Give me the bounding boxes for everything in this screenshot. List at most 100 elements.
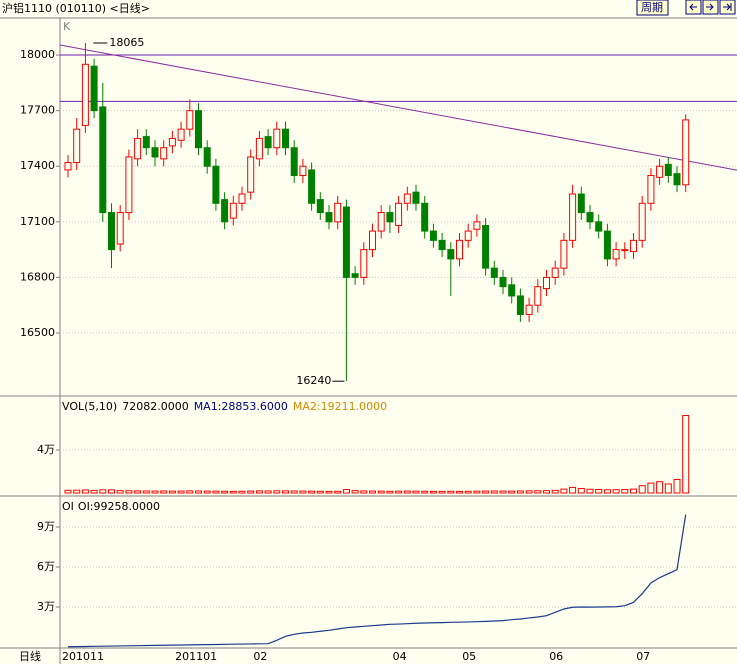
volume-bar bbox=[534, 490, 542, 494]
period-button[interactable] bbox=[636, 0, 669, 16]
volume-bar bbox=[81, 489, 89, 494]
volume-bar bbox=[482, 490, 490, 494]
x-tick-label: 06 bbox=[549, 650, 563, 663]
candle-body bbox=[482, 225, 490, 269]
volume-bar bbox=[603, 489, 611, 494]
candle-body bbox=[168, 137, 176, 147]
candle-body bbox=[429, 230, 437, 241]
y-tick-label: 18000 bbox=[20, 48, 55, 61]
panel-label: K bbox=[63, 20, 71, 33]
candle-body bbox=[221, 199, 229, 223]
volume-bar bbox=[282, 490, 289, 494]
candle-body bbox=[108, 212, 115, 251]
candle-body bbox=[490, 267, 498, 278]
nav-right-icon bbox=[706, 3, 714, 11]
volume-bar bbox=[108, 489, 115, 494]
volume-bar bbox=[325, 490, 333, 494]
volume-bar bbox=[551, 489, 559, 494]
volume-bar bbox=[508, 490, 516, 494]
candle-body bbox=[81, 63, 89, 126]
candle-body bbox=[177, 128, 185, 141]
candle-body bbox=[403, 193, 411, 204]
indicator-value: 72082.0000 bbox=[122, 400, 188, 413]
indicator-value: VOL(5,10) bbox=[62, 400, 117, 413]
volume-bar bbox=[421, 490, 429, 494]
volume-bar bbox=[664, 483, 672, 494]
volume-bar bbox=[290, 490, 298, 494]
y-tick-label: 9万 bbox=[37, 520, 55, 533]
candle-body bbox=[664, 163, 672, 177]
candle-body bbox=[238, 193, 246, 204]
volume-bar bbox=[342, 489, 350, 494]
candle-body bbox=[386, 212, 394, 223]
candle-body bbox=[342, 206, 350, 278]
candle-body bbox=[621, 249, 629, 252]
candle-body bbox=[516, 295, 524, 315]
volume-bar bbox=[195, 490, 202, 494]
volume-bar bbox=[264, 490, 272, 494]
volume-bar bbox=[134, 490, 142, 494]
nav-buttons[interactable] bbox=[685, 0, 736, 15]
volume-bar bbox=[464, 490, 472, 494]
candle-body bbox=[203, 147, 211, 167]
candle-body bbox=[673, 173, 681, 186]
header-title: 沪铝1110 (010110) <日线> bbox=[2, 1, 150, 15]
candle-body bbox=[99, 106, 107, 214]
volume-bar bbox=[638, 485, 646, 494]
candle-body bbox=[316, 199, 324, 214]
candle-body bbox=[586, 212, 594, 223]
candle-body bbox=[160, 147, 168, 160]
volume-bar bbox=[125, 490, 133, 494]
x-tick-label: 201011 bbox=[62, 650, 104, 663]
nav-end-icon bbox=[723, 3, 732, 11]
volume-bar bbox=[586, 488, 594, 494]
volume-bar bbox=[525, 490, 533, 494]
candle-body bbox=[543, 276, 550, 290]
candle-body bbox=[577, 193, 585, 214]
oi-line bbox=[67, 514, 687, 648]
candle-body bbox=[377, 212, 385, 232]
candle-body bbox=[299, 165, 307, 176]
candle-body bbox=[142, 136, 150, 149]
volume-bar bbox=[360, 490, 368, 494]
candle-body bbox=[151, 147, 159, 158]
candle-body bbox=[569, 193, 577, 241]
trendline bbox=[59, 44, 737, 171]
candle-body bbox=[508, 284, 516, 297]
volume-bar bbox=[630, 488, 637, 494]
volume-bar bbox=[316, 490, 324, 494]
candle-body bbox=[551, 267, 559, 278]
volume-bar bbox=[499, 490, 507, 494]
volume-bar bbox=[334, 490, 342, 494]
volume-bar bbox=[177, 490, 185, 494]
volume-bar bbox=[621, 489, 629, 494]
volume-bar bbox=[186, 490, 194, 494]
y-tick-label: 17700 bbox=[20, 104, 55, 117]
candle-body bbox=[534, 286, 542, 306]
y-tick-label: 17400 bbox=[20, 159, 55, 172]
period-button-label[interactable]: 周期 bbox=[641, 1, 663, 14]
volume-bar bbox=[438, 490, 446, 494]
volume-bar bbox=[569, 486, 577, 494]
candle-body bbox=[264, 136, 272, 149]
candle-body bbox=[638, 202, 646, 241]
candle-body bbox=[186, 110, 194, 130]
volume-bar bbox=[160, 490, 168, 494]
candle-body bbox=[282, 128, 289, 149]
volume-bar bbox=[386, 490, 394, 494]
volume-bar bbox=[73, 489, 81, 494]
candle-body bbox=[395, 202, 403, 227]
volume-bar bbox=[247, 490, 255, 494]
candle-body bbox=[290, 147, 298, 177]
volume-bar bbox=[656, 481, 664, 494]
y-tick-label: 16500 bbox=[20, 326, 55, 339]
candle-body bbox=[73, 128, 81, 164]
volume-bar bbox=[151, 490, 159, 494]
volume-bar bbox=[142, 490, 150, 494]
volume-bar bbox=[543, 490, 550, 494]
volume-bar bbox=[682, 415, 690, 494]
candle-body bbox=[438, 239, 446, 251]
volume-bar bbox=[395, 490, 403, 494]
volume-bar bbox=[238, 490, 246, 494]
